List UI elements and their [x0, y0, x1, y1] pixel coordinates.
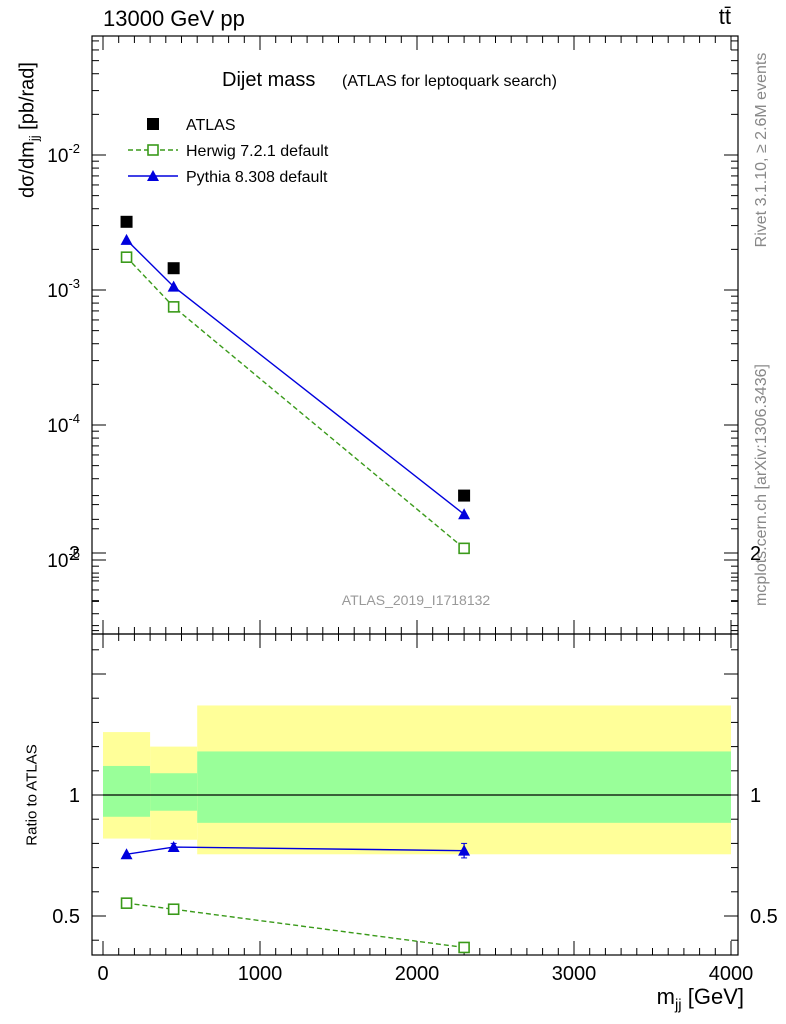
x-axis-label: mjj [GeV] — [656, 984, 744, 1014]
legend-marker — [147, 144, 159, 156]
main-y-tick-label: 10-2 — [47, 141, 80, 167]
data-point — [458, 508, 471, 520]
legend-label: Herwig 7.2.1 default — [186, 143, 329, 160]
x-tick-label: 3000 — [552, 963, 597, 985]
data-point — [120, 251, 133, 263]
series-line — [126, 256, 465, 549]
ratio-point — [120, 897, 133, 909]
main-tick-labels: 10-510-410-310-2 — [47, 141, 80, 572]
plot-subtitle: (ATLAS for leptoquark search) — [342, 73, 557, 90]
main-series — [120, 215, 471, 555]
analysis-watermark: ATLAS_2019_I1718132 — [342, 592, 491, 608]
data-point — [167, 262, 180, 275]
main-y-tick-label: 10-3 — [47, 276, 80, 302]
ratio-y-tick-label: 0.5 — [52, 906, 80, 928]
legend-label: ATLAS — [186, 117, 236, 134]
plot-title: Dijet mass — [222, 69, 315, 91]
data-point — [458, 489, 471, 502]
main-plot-frame — [91, 35, 739, 635]
x-tick-label: 2000 — [395, 963, 440, 985]
main-y-tick-label: 10-4 — [47, 411, 80, 437]
legend-label: Pythia 8.308 default — [186, 169, 328, 186]
ratio-point — [120, 848, 133, 860]
x-tick-label: 0 — [97, 963, 108, 985]
ratio-line — [126, 902, 465, 949]
ratio-y-tick-label-right: 2 — [750, 543, 761, 565]
series-line — [126, 239, 465, 515]
ratio-y-tick-label-right: 1 — [750, 785, 761, 807]
process-label: tt̄ — [718, 4, 731, 29]
data-point — [167, 280, 180, 292]
ratio-point — [167, 841, 180, 853]
legend-marker — [147, 170, 159, 181]
stat-uncertainty-band — [150, 773, 198, 811]
legend: ATLAS Herwig 7.2.1 default Pythia 8.308 de… — [128, 117, 329, 186]
ratio-y-tick-label: 1 — [69, 785, 80, 807]
ratio-point — [458, 844, 471, 856]
legend-marker — [147, 118, 159, 130]
x-tick-label: 1000 — [238, 963, 283, 985]
ratio-point — [167, 903, 180, 916]
ratio-uncertainty-bands — [103, 705, 731, 855]
data-point — [120, 215, 133, 228]
ratio-y-tick-label: 2 — [69, 543, 80, 565]
ratio-series — [120, 841, 471, 954]
ratio-y-tick-label-right: 0.5 — [750, 906, 778, 928]
data-point — [120, 233, 133, 245]
ratio-tick-labels: 0.5 0.5 1 1 2 2 0 1000 2000 3000 4000 — [52, 543, 778, 985]
ratio-plot-frame — [91, 504, 739, 956]
stat-uncertainty-band — [103, 765, 151, 817]
data-point — [458, 542, 470, 555]
x-tick-label: 4000 — [709, 963, 754, 985]
energy-label: 13000 GeV pp — [103, 6, 245, 31]
ratio-point — [458, 941, 470, 954]
stat-uncertainty-band — [197, 751, 731, 823]
data-point — [167, 301, 180, 313]
